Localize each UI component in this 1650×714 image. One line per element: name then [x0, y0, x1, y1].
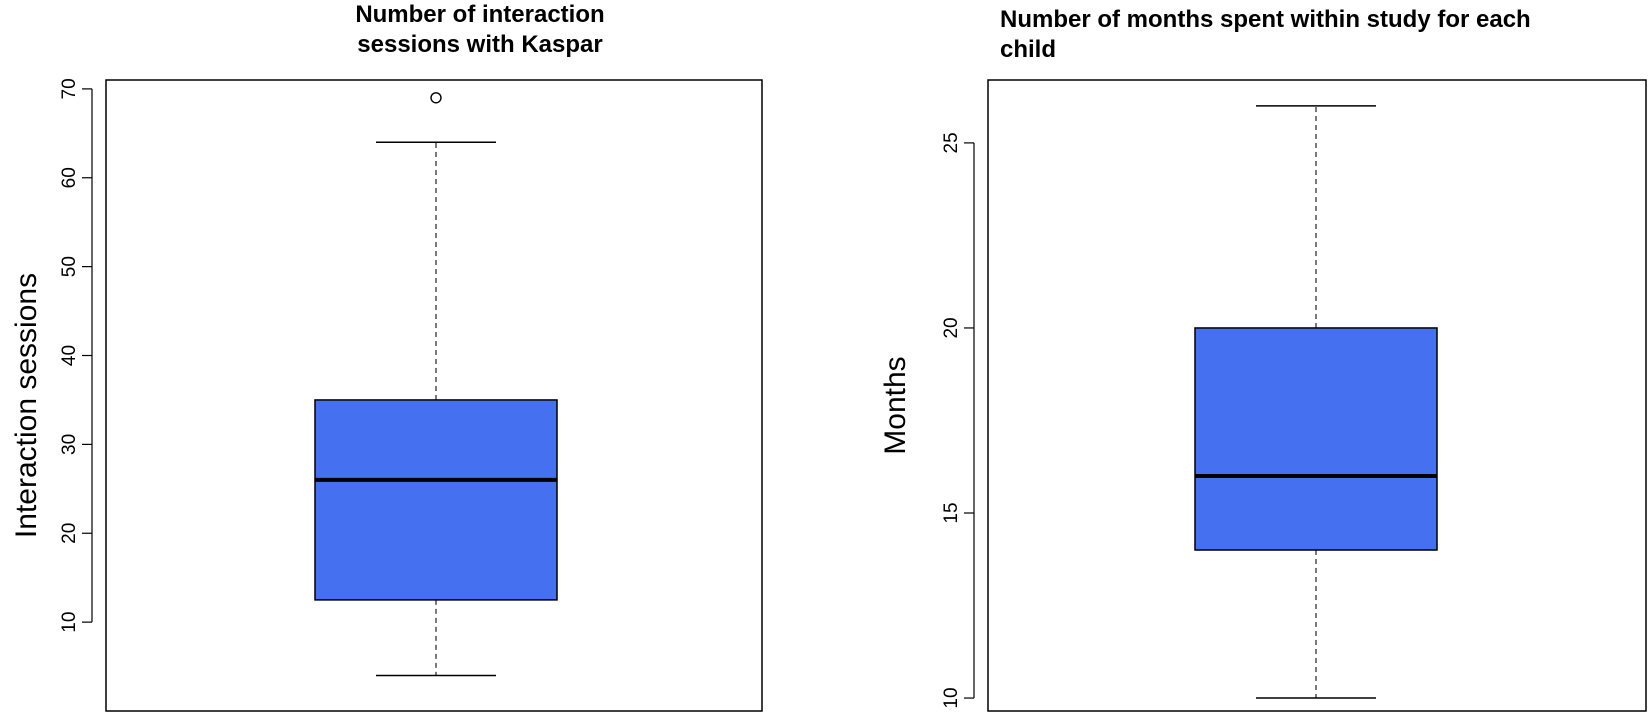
chart-2-y-tick-label: 25 [941, 132, 962, 153]
chart-1-y-tick-label: 50 [59, 256, 80, 277]
chart-1-title: Number of interaction sessions with Kasp… [200, 0, 760, 60]
chart-1-box [314, 399, 558, 601]
chart-1-y-tick-label: 20 [59, 523, 80, 544]
chart-1-y-tick-label: 30 [59, 434, 80, 455]
chart-1-outlier-point [430, 92, 442, 104]
chart-2-title-line-1: Number of months spent within study for … [1000, 6, 1531, 33]
chart-2-y-tick-label: 20 [941, 317, 962, 338]
chart-1-y-tick-label: 10 [59, 612, 80, 633]
chart-2-plot-frame [987, 79, 1647, 712]
chart-2-box [1194, 327, 1438, 551]
chart-2-y-tick-label: 15 [941, 502, 962, 523]
chart-2-y-axis-label: Months [879, 356, 912, 454]
chart-1-y-tick-label: 40 [59, 345, 80, 366]
chart-2-y-tick-label: 10 [941, 687, 962, 708]
chart-1-title-line-2: sessions with Kaspar [357, 31, 603, 58]
chart-2-title-line-2: child [1000, 36, 1057, 63]
chart-1-y-tick-label: 70 [59, 78, 80, 99]
chart-1-y-tick-label: 60 [59, 167, 80, 188]
chart-1-y-axis-label: Interaction sessions [10, 273, 43, 538]
chart-1-plot-frame [105, 79, 763, 712]
chart-2-title: Number of months spent within study for … [1000, 5, 1640, 65]
chart-1-title-line-1: Number of interaction [355, 1, 605, 28]
